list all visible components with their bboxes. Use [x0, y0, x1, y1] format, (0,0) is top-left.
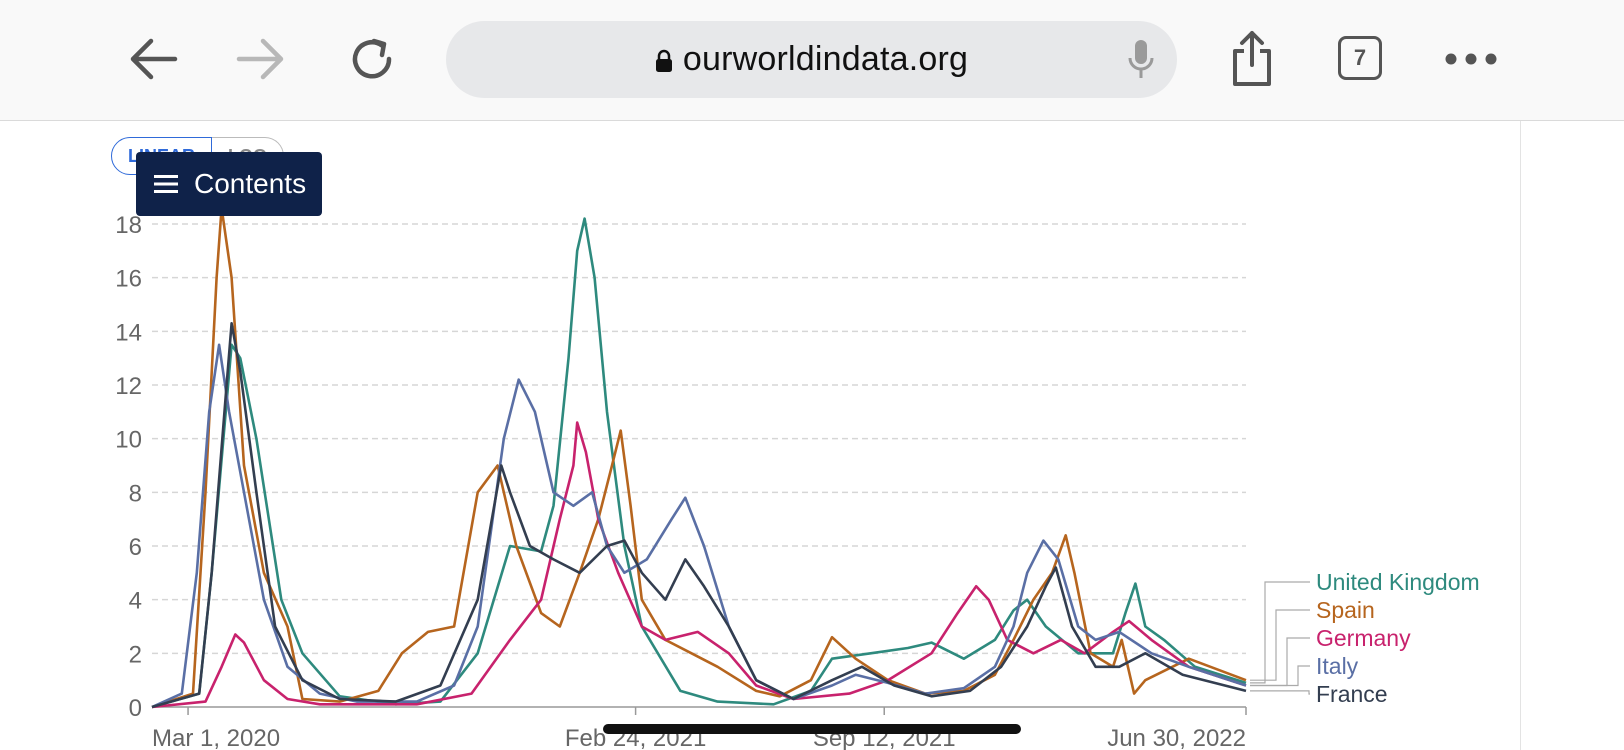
y-tick-label: 2 [129, 641, 142, 668]
menu-icon [154, 175, 178, 193]
contents-button[interactable]: Contents [136, 152, 322, 216]
address-text-row: ourworldindata.org [446, 21, 1177, 98]
y-tick-label: 0 [129, 695, 142, 722]
y-tick-label: 12 [115, 373, 142, 400]
forward-button[interactable] [226, 24, 296, 94]
legend-label: United Kingdom [1316, 569, 1480, 595]
legend-connector [1250, 637, 1310, 687]
y-tick-label: 18 [115, 212, 142, 239]
page-content [0, 121, 1521, 750]
series-line-spain [151, 206, 1247, 709]
reload-button[interactable] [337, 24, 407, 94]
x-tick-label: Mar 1, 2020 [152, 725, 280, 750]
y-tick-label: 16 [115, 266, 142, 293]
forward-icon [236, 38, 284, 80]
y-tick-label: 4 [129, 588, 142, 615]
y-tick-label: 6 [129, 534, 142, 561]
series-line-germany [151, 421, 1247, 709]
legend-label: France [1316, 681, 1388, 707]
more-icon [1445, 53, 1497, 65]
address-bar[interactable]: ourworldindata.org [446, 21, 1177, 98]
y-tick-label: 8 [129, 480, 142, 507]
lock-icon [655, 49, 672, 73]
legend-connector [1250, 609, 1310, 681]
legend-connector [1250, 690, 1310, 695]
legend-connector [1250, 581, 1310, 684]
contents-label: Contents [194, 168, 307, 199]
series-line-france [151, 322, 1247, 709]
share-icon [1233, 31, 1271, 86]
tabs-count: 7 [1353, 45, 1367, 70]
share-button[interactable] [1217, 24, 1287, 94]
microphone-icon[interactable] [1127, 39, 1155, 81]
url-text: ourworldindata.org [682, 40, 969, 78]
legend-label: Germany [1316, 625, 1411, 651]
legend-label: Spain [1316, 597, 1375, 623]
y-tick-label: 14 [115, 319, 142, 346]
series-line-italy [151, 343, 1247, 709]
home-indicator [603, 724, 1021, 734]
reload-icon [352, 38, 392, 79]
y-tick-label: 10 [115, 427, 142, 454]
legend-connector [1250, 665, 1310, 687]
legend-label: Italy [1316, 653, 1359, 679]
more-button[interactable] [1436, 24, 1506, 94]
back-icon [130, 38, 178, 80]
back-button[interactable] [118, 24, 188, 94]
browser-toolbar: ourworldindata.org 7 [0, 0, 1624, 121]
x-tick-label: Jun 30, 2022 [1107, 725, 1246, 750]
tabs-button[interactable]: 7 [1338, 36, 1382, 80]
